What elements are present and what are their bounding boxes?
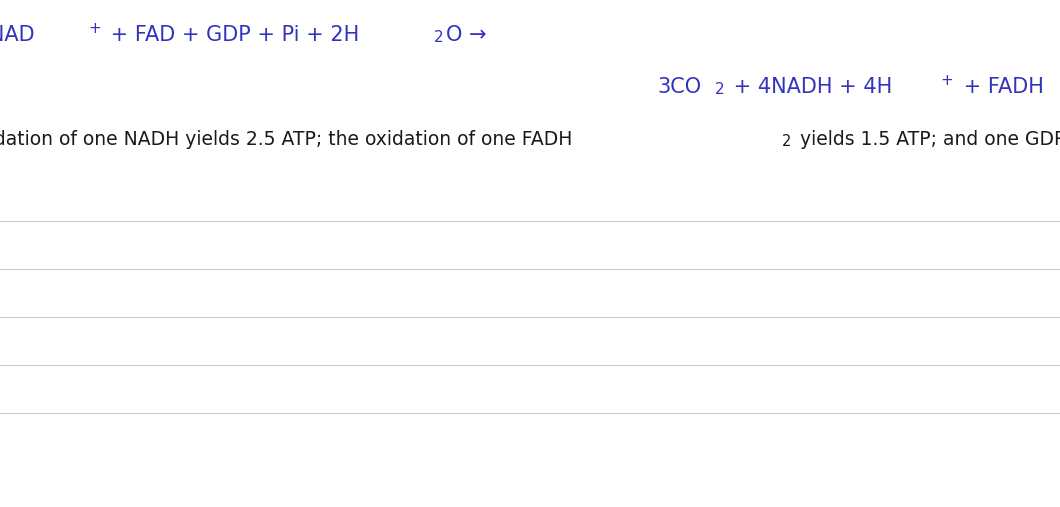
Text: 2: 2 [434,30,443,45]
Text: +: + [88,21,101,36]
Text: + FADH: + FADH [956,77,1043,97]
Text: 3CO: 3CO [657,77,702,97]
Text: yields 1.5 ATP; and one GDP yields 1: yields 1.5 ATP; and one GDP yields 1 [794,130,1060,149]
Text: + 4NADH + 4H: + 4NADH + 4H [727,77,893,97]
Text: (Given: The oxidation of one NADH yields 2.5 ATP; the oxidation of one FADH: (Given: The oxidation of one NADH yields… [0,130,572,149]
Text: 2: 2 [782,134,791,149]
Text: 2: 2 [714,82,724,97]
Text: +: + [940,73,953,88]
Text: + FAD + GDP + Pi + 2H: + FAD + GDP + Pi + 2H [104,25,359,45]
Text: Pyruvate + 4NAD: Pyruvate + 4NAD [0,25,35,45]
Text: O →: O → [446,25,487,45]
